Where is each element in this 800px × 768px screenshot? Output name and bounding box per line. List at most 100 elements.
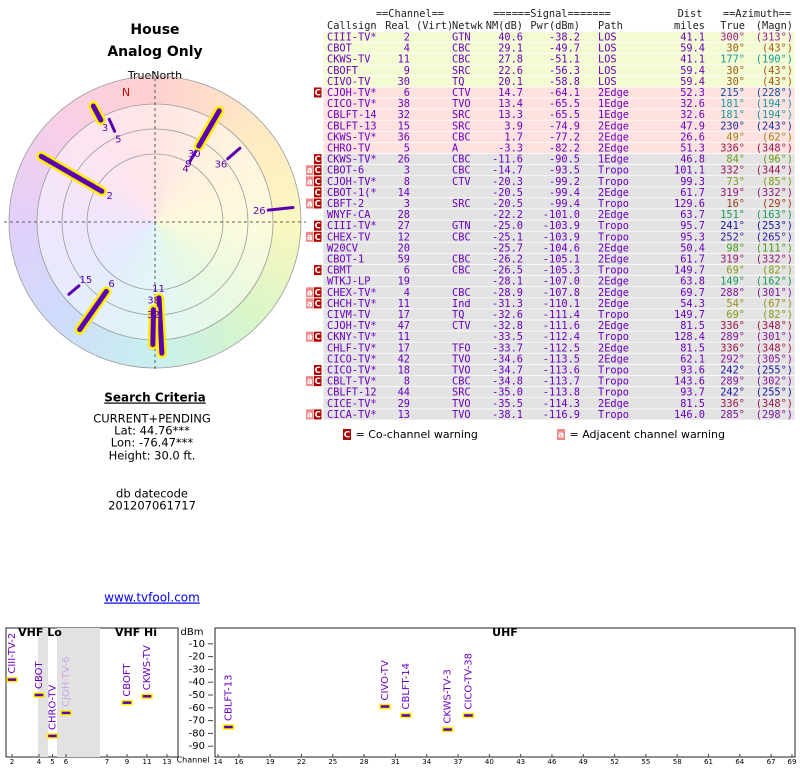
- station-label: CKWS-TV-3: [443, 669, 454, 723]
- station-bar: [121, 699, 133, 706]
- cell-true: 30°: [726, 65, 745, 77]
- warning-mark: a: [307, 333, 313, 343]
- cell-netwk: CBC: [452, 376, 471, 388]
- warning-mark: a: [307, 377, 313, 387]
- cell-path: 2Edge: [598, 209, 629, 221]
- cell-callsign: CICO-TV*: [327, 353, 377, 365]
- cell-magn: (194°): [756, 109, 793, 121]
- warning-mark: C: [315, 288, 321, 298]
- cell-real: 6: [404, 87, 410, 99]
- cell-true: 336°: [720, 320, 745, 332]
- cell-miles: 99.3: [680, 176, 705, 188]
- x-tick-label: 11: [143, 758, 152, 766]
- spoke: [90, 103, 104, 123]
- cell-magn: (348°): [756, 143, 793, 155]
- cell-pwr: -111.6: [543, 320, 580, 332]
- cell-path: 2Edge: [598, 242, 629, 254]
- x-tick-label: 37: [454, 758, 463, 766]
- cell-path: Tropo: [598, 331, 629, 343]
- legend-mark: a: [558, 431, 564, 441]
- cell-true: 319°: [720, 187, 745, 199]
- cell-netwk: SRC: [452, 120, 471, 132]
- datecode: 201207061717: [108, 499, 196, 513]
- cell-pwr: -65.5: [549, 109, 580, 121]
- cell-pwr: -82.2: [549, 143, 580, 155]
- cell-path: 2Edge: [598, 320, 629, 332]
- x-tick-label: 25: [328, 758, 337, 766]
- x-axis-label: Channel: [177, 756, 210, 765]
- band-label: VHF Lo: [18, 626, 62, 639]
- station-label: CICO-TV-38: [463, 653, 474, 709]
- column-header: True: [720, 20, 745, 32]
- cell-pwr: -65.5: [549, 98, 580, 110]
- cell-miles: 129.6: [674, 198, 705, 210]
- cell-miles: 62.1: [680, 353, 705, 365]
- cell-magn: (344°): [756, 165, 793, 177]
- legend-text: = Co-channel warning: [352, 428, 478, 441]
- cell-callsign: CICA-TV*: [327, 409, 377, 421]
- cell-nm: -25.7: [492, 242, 523, 254]
- station-label: CBOT: [34, 660, 45, 689]
- warning-box: [314, 87, 322, 98]
- column-header: (Magn): [756, 20, 793, 32]
- column-header: Path: [598, 20, 623, 32]
- cell-true: 151°: [720, 209, 745, 221]
- column-header: Callsign: [327, 20, 377, 32]
- cell-netwk: CBC: [452, 154, 471, 166]
- cell-real: 12: [398, 231, 410, 243]
- cell-netwk: CBC: [452, 265, 471, 277]
- spoke: [226, 146, 242, 161]
- cell-path: Tropo: [598, 220, 629, 232]
- warning-box: [314, 176, 322, 187]
- cell-miles: 61.7: [680, 187, 705, 199]
- cell-real: 28: [398, 209, 410, 221]
- cell-true: 285°: [720, 409, 745, 421]
- x-tick-label: 22: [297, 758, 306, 766]
- spoke-label: 38: [147, 296, 160, 307]
- cell-path: 2Edge: [598, 276, 629, 288]
- y-tick-label: -50: [189, 690, 205, 701]
- cell-path: LOS: [598, 32, 617, 44]
- cell-true: 230°: [720, 120, 745, 132]
- north-marker: N: [122, 86, 130, 99]
- cell-netwk: TVO: [452, 398, 471, 410]
- spoke-label: 15: [79, 275, 92, 286]
- spoke-label: 4: [182, 164, 188, 175]
- site-link[interactable]: www.tvfool.com: [104, 591, 200, 605]
- x-tick-label: 58: [673, 758, 682, 766]
- cell-miles: 69.7: [680, 287, 705, 299]
- cell-path: Tropo: [598, 176, 629, 188]
- warning-mark: a: [307, 166, 313, 176]
- cell-nm: -35.0: [492, 387, 523, 399]
- cell-path: 2Edge: [598, 187, 629, 199]
- x-tick-label: 6: [64, 758, 69, 766]
- cell-miles: 52.3: [680, 87, 705, 99]
- x-tick-label: 14: [214, 758, 223, 766]
- cell-nm: -22.2: [492, 209, 523, 221]
- cell-path: 2Edge: [598, 298, 629, 310]
- cell-netwk: TVO: [452, 409, 471, 421]
- search-title: Search Criteria: [104, 391, 205, 405]
- cell-magn: (43°): [762, 76, 793, 88]
- warning-box: [306, 176, 314, 187]
- cell-callsign: WTKJ-LP: [327, 276, 370, 288]
- cell-callsign: CHCH-TV*: [327, 298, 377, 310]
- cell-nm: -28.9: [492, 287, 523, 299]
- cell-callsign: CBOT-1: [327, 254, 364, 266]
- cell-magn: (29°): [762, 198, 793, 210]
- cell-magn: (255°): [756, 387, 793, 399]
- column-header: Pwr(dBm): [530, 20, 580, 32]
- cell-real: 29: [398, 398, 410, 410]
- station-label: CBOFT: [122, 663, 133, 697]
- cell-magn: (348°): [756, 398, 793, 410]
- warning-box: [306, 231, 314, 242]
- cell-magn: (194°): [756, 98, 793, 110]
- cell-callsign: CHEX-TV: [327, 231, 370, 243]
- station-label: CHRO-TV: [48, 685, 59, 730]
- station-bar: [6, 676, 18, 683]
- column-header: Netwk: [452, 20, 484, 32]
- cell-path: Tropo: [598, 165, 629, 177]
- band-label: UHF: [492, 626, 518, 639]
- cell-magn: (301°): [756, 331, 793, 343]
- cell-miles: 59.4: [680, 65, 705, 77]
